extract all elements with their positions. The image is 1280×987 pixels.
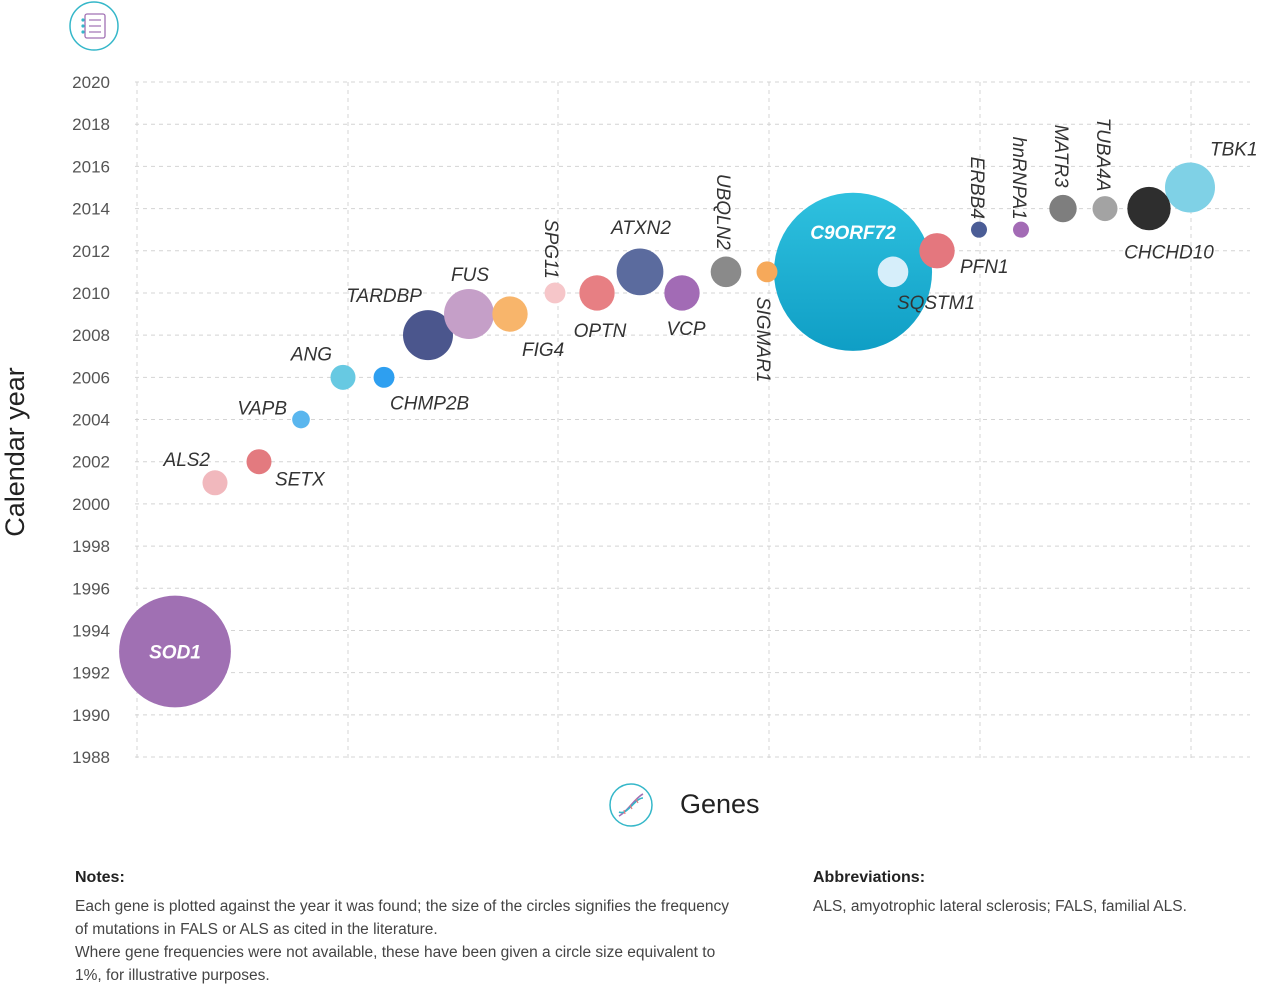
bubble-vcp: [664, 275, 700, 311]
bubble-als2: [202, 470, 228, 496]
y-tick-label: 2014: [72, 200, 110, 219]
bubble-setx: [246, 449, 272, 475]
bubble-chart: 2020 2018 2016 2014 2012 2010 2008 2006 2004 2002…: [0, 1, 1258, 827]
y-tick-label: 2010: [72, 284, 110, 303]
notes-line-2: Where gene frequencies were not availabl…: [75, 944, 716, 984]
bubble-sqstm1: [877, 256, 909, 288]
bubble-spg11: [544, 282, 566, 304]
dna-icon: [609, 783, 653, 827]
bubble-ubqln2: [710, 256, 742, 288]
label-pfn1: PFN1: [960, 257, 1009, 278]
y-tick-label: 2000: [72, 495, 110, 514]
y-tick-label: 2012: [72, 242, 110, 261]
bubble-matr3: [1049, 194, 1077, 223]
label-vcp: VCP: [666, 319, 705, 340]
label-ang: ANG: [290, 344, 332, 365]
label-vapb: VAPB: [237, 399, 287, 420]
label-erbb4: ERBB4: [966, 157, 987, 219]
bubble-chchd10: [1127, 186, 1171, 231]
y-tick-label: 2016: [72, 157, 110, 176]
label-ubqln2: UBQLN2: [712, 174, 733, 250]
bubble-c9orf72: [773, 192, 933, 351]
bubble-vapb: [292, 410, 310, 429]
bubble-tuba4a: [1092, 196, 1118, 222]
chart-icon: [69, 1, 119, 51]
bubble-hnrnpa1: [1013, 221, 1029, 238]
label-tbk1: TBK1: [1210, 139, 1258, 160]
label-sigmar1: SIGMAR1: [752, 297, 773, 383]
bubble-atxn2: [616, 248, 664, 296]
abbreviations-heading: Abbreviations:: [813, 869, 926, 886]
bubble-tardbp: [403, 310, 453, 361]
label-sod1: SOD1: [149, 643, 201, 664]
x-axis-label: Genes: [680, 789, 760, 819]
data-points: [119, 162, 1215, 708]
label-tuba4a: TUBA4A: [1092, 118, 1113, 192]
grid-lines: [135, 81, 1250, 760]
label-chmp2b: CHMP2B: [390, 393, 470, 414]
y-axis-label: Calendar year: [0, 367, 30, 537]
bubble-ang: [330, 364, 356, 390]
bubble-erbb4: [971, 221, 987, 238]
bubble-chmp2b: [373, 366, 395, 388]
y-tick-label: 1998: [72, 537, 110, 556]
label-tardbp: TARDBP: [346, 286, 422, 307]
bubble-optn: [579, 275, 615, 311]
label-fus: FUS: [451, 265, 489, 286]
bubble-fus: [444, 289, 494, 340]
notes-heading: Notes:: [75, 869, 125, 886]
bubble-pfn1: [919, 233, 955, 269]
bubble-sod1: [119, 595, 231, 708]
label-atxn2: ATXN2: [610, 218, 671, 239]
bubble-sigmar1: [756, 261, 778, 283]
notes-block: Notes: Each gene is plotted against the …: [75, 866, 735, 987]
y-tick-label: 2008: [72, 326, 110, 345]
y-tick-label: 1988: [72, 748, 110, 767]
abbreviations-block: Abbreviations: ALS, amyotrophic lateral …: [813, 866, 1253, 918]
label-fig4: FIG4: [522, 340, 564, 361]
abbreviations-text: ALS, amyotrophic lateral sclerosis; FALS…: [813, 898, 1187, 915]
y-tick-label: 2018: [72, 115, 110, 134]
label-c9orf72: C9ORF72: [810, 223, 896, 244]
bubble-fig4: [492, 296, 528, 332]
label-matr3: MATR3: [1050, 125, 1071, 188]
label-sqstm1: SQSTM1: [897, 293, 975, 314]
bubble-tbk1: [1165, 162, 1215, 213]
y-tick-label: 1992: [72, 664, 110, 683]
y-axis-ticks: 2020 2018 2016 2014 2012 2010 2008 2006 2004 2002…: [72, 73, 110, 767]
y-tick-label: 2002: [72, 453, 110, 472]
label-chchd10: CHCHD10: [1124, 243, 1214, 264]
label-spg11: SPG11: [540, 219, 561, 279]
label-hnrnpa1: hnRNPA1: [1008, 137, 1029, 220]
y-tick-label: 1990: [72, 706, 110, 725]
y-tick-label: 1996: [72, 579, 110, 598]
y-tick-label: 2020: [72, 73, 110, 92]
label-setx: SETX: [275, 470, 326, 491]
y-tick-label: 1994: [72, 621, 110, 640]
label-als2: ALS2: [163, 450, 211, 471]
y-tick-label: 2004: [72, 411, 110, 430]
notes-line-1: Each gene is plotted against the year it…: [75, 898, 729, 938]
label-optn: OPTN: [574, 321, 627, 342]
point-labels: SOD1 ALS2 SETX VAPB ANG CHMP2B TARDBP FUS FIG4 SP…: [149, 118, 1257, 664]
y-tick-label: 2006: [72, 368, 110, 387]
